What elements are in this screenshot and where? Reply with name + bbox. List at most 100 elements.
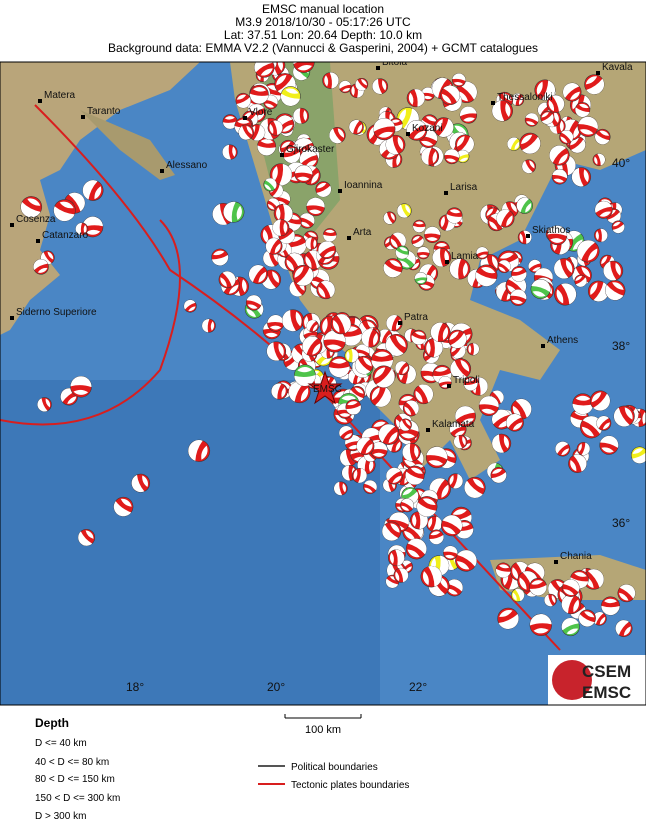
beachball-white: [53, 201, 75, 222]
beachball-white: [521, 134, 541, 154]
beachball-white: [288, 381, 309, 402]
beachball-white: [329, 128, 344, 144]
beachball-white: [408, 89, 425, 107]
beachball-white: [507, 137, 520, 150]
beachball: [70, 375, 92, 398]
beachball-white: [293, 62, 315, 71]
beachball-white: [397, 204, 411, 218]
beachball: [131, 473, 151, 493]
beachball-white: [511, 93, 523, 106]
beachball-white: [426, 446, 448, 466]
beachball-white: [522, 160, 535, 174]
beachball-white: [516, 197, 532, 213]
beachball-white: [278, 242, 292, 257]
beachball-white: [82, 180, 102, 200]
beachball-white: [570, 454, 587, 472]
beachball-white: [355, 79, 367, 91]
beachball-white: [595, 130, 610, 145]
beachball: [568, 136, 586, 154]
beachball: [294, 364, 316, 387]
beachball-white: [346, 401, 361, 415]
beachball: [305, 237, 318, 250]
beachball: [476, 246, 489, 260]
beachball-white: [78, 530, 94, 546]
beachball: [306, 197, 325, 217]
beachball: [389, 232, 407, 250]
beachball-white: [372, 78, 387, 95]
city-label: Athens: [547, 335, 578, 346]
beachball: [555, 441, 571, 457]
beachball: [554, 283, 577, 306]
beachball-white: [386, 467, 402, 483]
beachball-white: [531, 279, 551, 297]
beachball: [592, 153, 606, 167]
beachball: [294, 164, 313, 184]
scale-label: 100 km: [305, 724, 341, 736]
legend-depth: D <= 40 km: [35, 738, 87, 749]
beachball: [583, 568, 605, 590]
beachball: [354, 355, 374, 375]
city-label: Arta: [353, 227, 372, 238]
city-marker: [444, 191, 448, 195]
beachball: [378, 423, 400, 445]
beachball-white: [294, 165, 313, 181]
beachball-white: [370, 442, 388, 457]
beachball-white: [496, 209, 513, 227]
beachball-white: [246, 295, 262, 309]
beachball: [383, 258, 403, 278]
beachball-white: [443, 545, 458, 559]
beachball: [406, 88, 426, 108]
beachball: [511, 93, 525, 106]
beachball-white: [450, 360, 469, 379]
map-frame: [0, 61, 646, 706]
beachball-white: [324, 72, 339, 89]
beachball: [529, 613, 552, 637]
beachball-white: [449, 474, 463, 489]
city-label: Kozani: [412, 123, 443, 134]
beachball-white: [452, 73, 466, 86]
beachball-white: [595, 228, 608, 242]
beachball-white: [585, 569, 604, 589]
beachball-white: [385, 335, 406, 356]
city-label: Alessano: [166, 160, 208, 171]
beachball-white: [446, 579, 463, 595]
beachball-white: [131, 474, 148, 493]
city-marker: [554, 560, 558, 564]
beachball: [617, 584, 636, 603]
beachball: [187, 439, 211, 462]
beachball-white: [202, 318, 215, 333]
beachball-white: [593, 612, 606, 625]
beachball-white: [334, 481, 346, 496]
city-label: Vlore: [249, 107, 273, 118]
beachball-white: [555, 441, 569, 456]
beachball: [316, 280, 336, 300]
beachball: [329, 127, 346, 144]
beachball: [491, 100, 513, 122]
beachball-white: [250, 124, 265, 141]
city-marker: [36, 239, 40, 243]
beachball: [222, 144, 238, 160]
beachball: [272, 219, 290, 237]
beachball-white: [556, 283, 577, 305]
beachball: [322, 72, 339, 89]
beachball: [424, 226, 441, 243]
beachball: [183, 299, 197, 313]
beachball: [594, 228, 608, 243]
tectonic-boundary: [0, 219, 181, 426]
beachball: [82, 179, 104, 201]
beachball-white: [476, 246, 489, 258]
city-label: Skiathos: [532, 225, 570, 236]
beachball: [447, 329, 467, 349]
beachball-white: [453, 435, 466, 449]
beachball-white: [236, 94, 251, 109]
beachball: [113, 496, 134, 517]
beachball: [447, 473, 464, 489]
beachball-white: [560, 130, 574, 143]
beachball: [387, 549, 405, 567]
beachball-white: [426, 338, 443, 358]
beachball: [361, 328, 381, 348]
beachball: [576, 239, 600, 263]
location: Lat: 37.51 Lon: 20.64 Depth: 10.0 km: [224, 28, 422, 42]
beachball-white: [456, 150, 469, 162]
